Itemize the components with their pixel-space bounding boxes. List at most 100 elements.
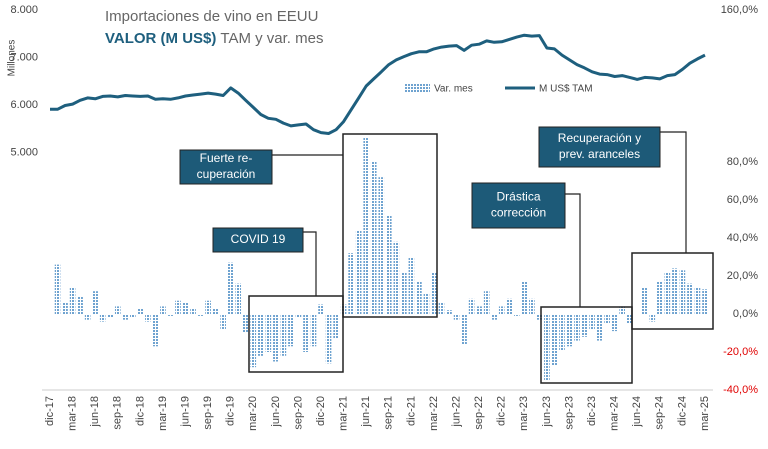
y2-tick-label: -20,0% [723,346,758,358]
bar [318,304,324,314]
bar [461,314,467,345]
bar [536,314,543,320]
bar [137,308,144,314]
annotation-connector [660,131,687,253]
x-tick-label: mar-18 [66,396,78,431]
bar [130,314,136,318]
bar [544,314,550,381]
bar [611,314,618,332]
bar [649,314,656,322]
annotation-text: COVID 19 [231,232,286,246]
bar [167,314,174,316]
bar [348,253,354,314]
bar [574,314,580,341]
y-tick-label: 5.000 [10,146,38,158]
x-tick-label: jun-23 [541,396,553,428]
bar [589,314,595,330]
bar [408,257,415,314]
bar [250,314,257,368]
bar [363,137,370,314]
x-tick-label: mar-24 [609,396,621,431]
annotation-text: Drástica [496,190,540,204]
annotation-box [471,182,566,229]
bar [702,289,708,314]
bar [521,281,528,314]
bar [513,314,520,316]
bar [77,296,83,314]
bar [190,308,196,314]
bar [212,308,219,314]
bar [453,314,460,320]
chart-subtitle: VALOR (M US$) TAM y var. mes [105,30,323,47]
bar [431,272,437,314]
bar [99,314,106,322]
line [50,33,706,135]
bar [446,310,452,314]
y-tick-label: 8.000 [10,4,38,16]
y2-tick-label: 60,0% [727,194,758,206]
y2-tick-label: 80,0% [727,156,758,168]
bar [160,306,166,314]
bar [679,270,686,314]
bar [476,306,482,314]
bar [506,298,513,314]
bar [370,162,377,314]
bar [378,177,385,314]
x-tick-label: mar-19 [157,396,169,431]
bar [325,314,332,364]
bar [205,300,211,314]
bar [69,287,76,314]
x-tick-label: dic-20 [315,396,327,426]
y2-tick-label: 160,0% [721,4,759,16]
bar [242,314,249,333]
legend-label: Var. mes [434,84,473,95]
y-axis-label: Millones [7,40,18,77]
bar [626,314,633,324]
annotation-region [248,295,344,373]
bar [393,241,400,314]
annotation-text: corrección [491,206,546,220]
x-tick-label: jun-22 [450,396,462,428]
subtitle: TAM y var. mes [220,30,323,47]
x-tick-label: sep-18 [112,396,124,430]
bar [672,268,678,314]
annotation-text: Recuperación y [558,131,641,145]
bar [596,314,603,341]
bar [604,314,610,324]
x-tick-label: sep-23 [563,396,575,430]
annotation-connector [303,231,317,296]
bar [491,314,497,320]
bar [182,302,189,314]
bar [641,287,648,314]
y2-tick-label: 40,0% [727,232,758,244]
bar [498,306,505,314]
bar [468,298,475,314]
x-tick-label: jun-19 [179,396,191,428]
annotation-region [540,306,633,384]
bar [385,215,392,314]
bar [333,314,339,339]
bar [258,314,264,356]
bar [657,281,663,314]
bar [235,283,242,314]
bar [295,314,302,318]
bar [114,306,121,314]
legend-label: M US$ TAM [539,84,593,95]
bar [619,306,625,314]
y2-tick-label: -40,0% [723,384,758,396]
bar [84,314,91,320]
annotation-region [631,252,714,330]
y2-tick-label: 20,0% [727,270,758,282]
bar [438,302,445,314]
x-tick-label: dic-18 [134,396,146,426]
y2-tick-label: 0,0% [733,308,758,320]
bar [303,314,309,352]
bar [355,230,362,314]
x-tick-label: mar-21 [338,396,350,431]
bar [273,314,279,362]
bar [529,298,535,314]
x-tick-label: dic-22 [496,396,508,426]
x-tick-label: jun-24 [631,396,643,428]
x-tick-label: sep-21 [383,396,395,430]
y-tick-label: 6.000 [10,99,38,111]
